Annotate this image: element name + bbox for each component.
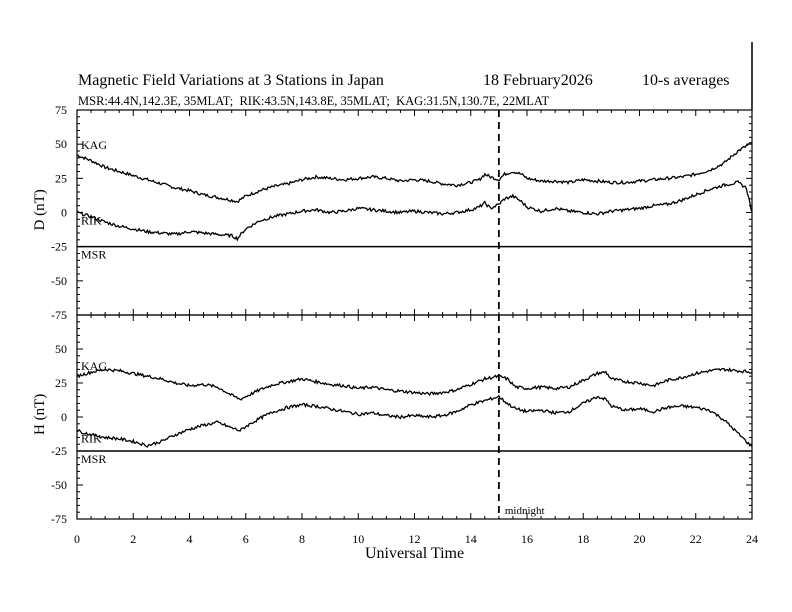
x-tick-label: 20 bbox=[634, 532, 646, 546]
x-tick-label: 14 bbox=[465, 532, 477, 546]
panel-frame-D bbox=[76, 109, 753, 316]
y-tick-label: 0 bbox=[61, 410, 67, 424]
x-tick-label: 16 bbox=[521, 532, 533, 546]
series-label-kag: KAG bbox=[81, 359, 107, 373]
panel-frame-H bbox=[76, 314, 753, 520]
x-tick-label: 2 bbox=[130, 532, 136, 546]
series-label-msr: MSR bbox=[81, 452, 106, 466]
y-tick-label: 50 bbox=[55, 137, 67, 151]
y-tick-label: 75 bbox=[55, 103, 67, 117]
y-tick-label: -50 bbox=[51, 274, 67, 288]
y-axis-label: D (nT) bbox=[32, 189, 48, 230]
station-info: MSR:44.4N,142.3E, 35MLAT; RIK:43.5N,143.… bbox=[78, 94, 550, 108]
averaging-note: 10-s averages bbox=[642, 72, 730, 89]
panel-D: 75 50 25 0 -25 -50 -75 D (nT) KAG RIK MSR bbox=[32, 103, 753, 322]
y-tick-label: 50 bbox=[55, 342, 67, 356]
series-label-rik: RIK bbox=[81, 214, 102, 228]
x-tick-label: 10 bbox=[352, 532, 364, 546]
y-tick-label: -25 bbox=[51, 444, 67, 458]
series-label-msr: MSR bbox=[81, 248, 106, 262]
x-tick-label: 8 bbox=[299, 532, 305, 546]
y-tick-label: -25 bbox=[51, 240, 67, 254]
series-rik-D bbox=[76, 180, 753, 242]
y-tick-label: 25 bbox=[55, 376, 67, 390]
x-tick-label: 18 bbox=[577, 532, 589, 546]
x-tick-label: 4 bbox=[187, 532, 193, 546]
y-tick-label: -75 bbox=[51, 308, 67, 322]
midnight-label: midnight bbox=[505, 505, 545, 517]
series-kag-H bbox=[77, 367, 753, 401]
y-tick-label: 0 bbox=[61, 206, 67, 220]
series-kag-D bbox=[76, 142, 752, 204]
y-tick-label: 25 bbox=[55, 171, 67, 185]
y-tick-label: -75 bbox=[51, 512, 67, 526]
x-tick-label: 6 bbox=[243, 532, 249, 546]
x-tick-label: 0 bbox=[74, 532, 80, 546]
y-axis-label: H (nT) bbox=[32, 394, 48, 435]
x-tick-label: 24 bbox=[746, 532, 758, 546]
chart-title: Magnetic Field Variations at 3 Stations … bbox=[78, 72, 384, 89]
y-tick-label: -50 bbox=[51, 478, 67, 492]
x-tick-label: 22 bbox=[690, 532, 702, 546]
x-tick-label: 12 bbox=[409, 532, 421, 546]
series-rik-H bbox=[76, 394, 753, 448]
chart-date: 18 February2026 bbox=[483, 72, 593, 89]
x-axis-label: Universal Time bbox=[365, 545, 464, 562]
series-label-kag: KAG bbox=[81, 138, 107, 152]
series-label-rik: RIK bbox=[81, 432, 102, 446]
